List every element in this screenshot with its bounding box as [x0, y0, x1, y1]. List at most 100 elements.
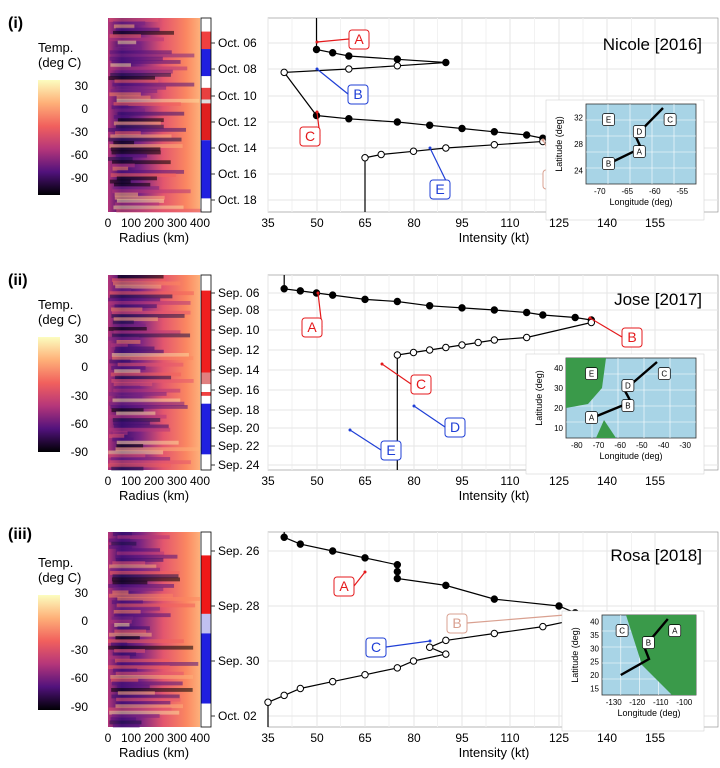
regime-ribbon-segment — [201, 99, 211, 104]
intensity-tick-label: 65 — [358, 474, 372, 488]
colorbar-tick-label: -90 — [71, 445, 89, 459]
intensity-point — [425, 121, 434, 129]
heatmap-stripe — [109, 144, 183, 148]
heatmap-stripe — [116, 444, 144, 448]
intensity-point — [393, 664, 402, 672]
heatmap-stripe — [112, 163, 135, 168]
date-tick-label: Sep. 26 — [218, 544, 260, 558]
inset-xtick-label: -110 — [653, 698, 669, 707]
intensity-point — [458, 341, 466, 349]
inset-xtick-label: -120 — [629, 698, 646, 707]
heatmap-stripe — [108, 584, 175, 588]
inset-label-box — [632, 145, 646, 158]
heatmap-stripe — [115, 558, 164, 562]
heatmap-stripe — [111, 278, 166, 283]
heatmap-stripe — [116, 385, 140, 390]
colorbar-title: Temp. — [38, 555, 73, 570]
heatmap-stripe — [111, 366, 146, 370]
intensity-point — [409, 348, 418, 357]
intensity-point — [264, 698, 272, 706]
heatmap-stripe — [108, 434, 125, 439]
intensity-point — [442, 58, 450, 67]
annotation-label: C — [371, 639, 381, 655]
intensity-point — [555, 602, 563, 610]
heatmap-stripe — [113, 186, 160, 190]
date-tick-label: Sep. 08 — [218, 303, 260, 317]
inset-xlabel: Longitude (deg) — [609, 197, 672, 207]
regime-ribbon-segment — [201, 555, 211, 614]
heatmap-stripe — [112, 189, 191, 194]
intensity-tick-label: 110 — [500, 216, 519, 230]
inset-label-box — [621, 399, 635, 412]
panel-3: (iii)Temp.(deg C)300-30-60-900 100 200 300 4… — [8, 526, 719, 760]
heatmap-stripe — [114, 629, 147, 634]
heatmap-stripe — [112, 431, 128, 435]
intensity-point — [442, 581, 450, 590]
date-tick-label: Oct. 08 — [218, 62, 257, 76]
heatmap-stripe — [117, 691, 155, 696]
heatmap-stripe — [108, 707, 172, 712]
heatmap-stripe — [117, 684, 150, 689]
intensity-point — [393, 118, 402, 126]
inset-label: C — [667, 116, 673, 125]
heatmap-stripe — [112, 590, 129, 595]
annotation-box — [410, 374, 432, 395]
heatmap-stripe — [116, 603, 196, 608]
annotation-arrowhead — [315, 110, 319, 114]
heatmap-stripe — [108, 414, 167, 419]
intensity-point — [393, 62, 402, 70]
regime-ribbon-segment — [201, 613, 211, 634]
heatmap-stripe — [112, 166, 129, 171]
annotation-arrow — [316, 38, 350, 43]
date-tick-label: Sep. 22 — [218, 439, 260, 453]
heatmap-stripe — [114, 182, 151, 187]
colorbar-title: (deg C) — [38, 312, 81, 327]
heatmap-stripe — [110, 53, 195, 58]
intensity-point — [296, 287, 305, 295]
storm-title: Rosa [2018] — [610, 546, 702, 565]
inset-label-box — [621, 379, 635, 392]
heatmap-stripe — [109, 56, 163, 61]
inset-track — [591, 361, 658, 420]
heatmap-stripe — [116, 701, 171, 705]
colorbar-tick-label: -60 — [71, 148, 89, 162]
inset-xtick-label: -50 — [636, 441, 648, 450]
heatmap-tick-label: 300 — [167, 731, 187, 745]
inset-xtick-label: -80 — [571, 441, 583, 450]
regime-ribbon-segment — [201, 103, 211, 141]
intensity-tick-label: 35 — [261, 216, 275, 230]
heatmap-stripe — [112, 723, 140, 728]
intensity-tick-label: 140 — [597, 731, 617, 745]
intensity-track — [283, 18, 544, 212]
intensity-tick-label: 155 — [645, 731, 665, 745]
intensity-tick-label: 65 — [358, 731, 372, 745]
heatmap-stripe — [115, 284, 162, 289]
heatmap-tick-label: 300 — [167, 216, 187, 230]
annotation-label: D — [450, 419, 460, 435]
heatmap-stripe — [108, 301, 191, 305]
regime-ribbon — [200, 531, 212, 728]
colorbar-tick-label: 0 — [81, 614, 88, 628]
intensity-tick-label: 155 — [645, 474, 665, 488]
intensity-point — [458, 124, 466, 133]
intensity-point — [393, 561, 402, 569]
inset-xtick-label: -130 — [606, 698, 623, 707]
heatmap-stripe — [116, 548, 161, 553]
intensity-point — [442, 343, 450, 352]
inset-xtick-label: -70 — [593, 441, 605, 450]
heatmap-stripe — [108, 645, 194, 650]
date-tick-label: Sep. 12 — [218, 343, 260, 357]
heatmap-stripe — [117, 169, 185, 174]
heatmap-stripe — [115, 202, 160, 207]
annotation-label: C — [416, 376, 426, 392]
intensity-tick-label: 110 — [500, 474, 519, 488]
inset-label: C — [661, 370, 667, 379]
inset-xlabel: Longitude (deg) — [599, 451, 662, 461]
heatmap-stripe — [109, 34, 142, 38]
heatmap-stripe — [110, 675, 194, 679]
annotation-box — [347, 84, 369, 105]
inset-label-box — [615, 624, 629, 637]
heatmap-tick-label: 200 — [144, 731, 164, 745]
regime-ribbon-segment — [201, 275, 211, 291]
heatmap-stripe — [110, 173, 176, 178]
